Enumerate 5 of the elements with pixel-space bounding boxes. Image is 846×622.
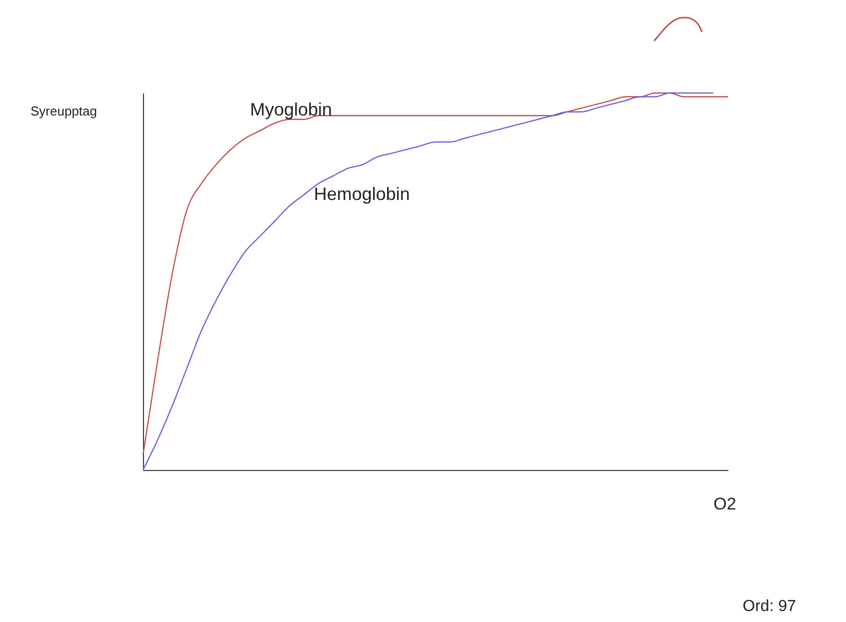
- x-axis-title: O2: [714, 494, 736, 514]
- series-label: Myoglobin: [250, 100, 332, 120]
- y-axis-title: Syreupptag: [30, 104, 97, 118]
- text: Ord: 97: [742, 598, 796, 616]
- series-label: Hemoglobin: [314, 184, 410, 204]
